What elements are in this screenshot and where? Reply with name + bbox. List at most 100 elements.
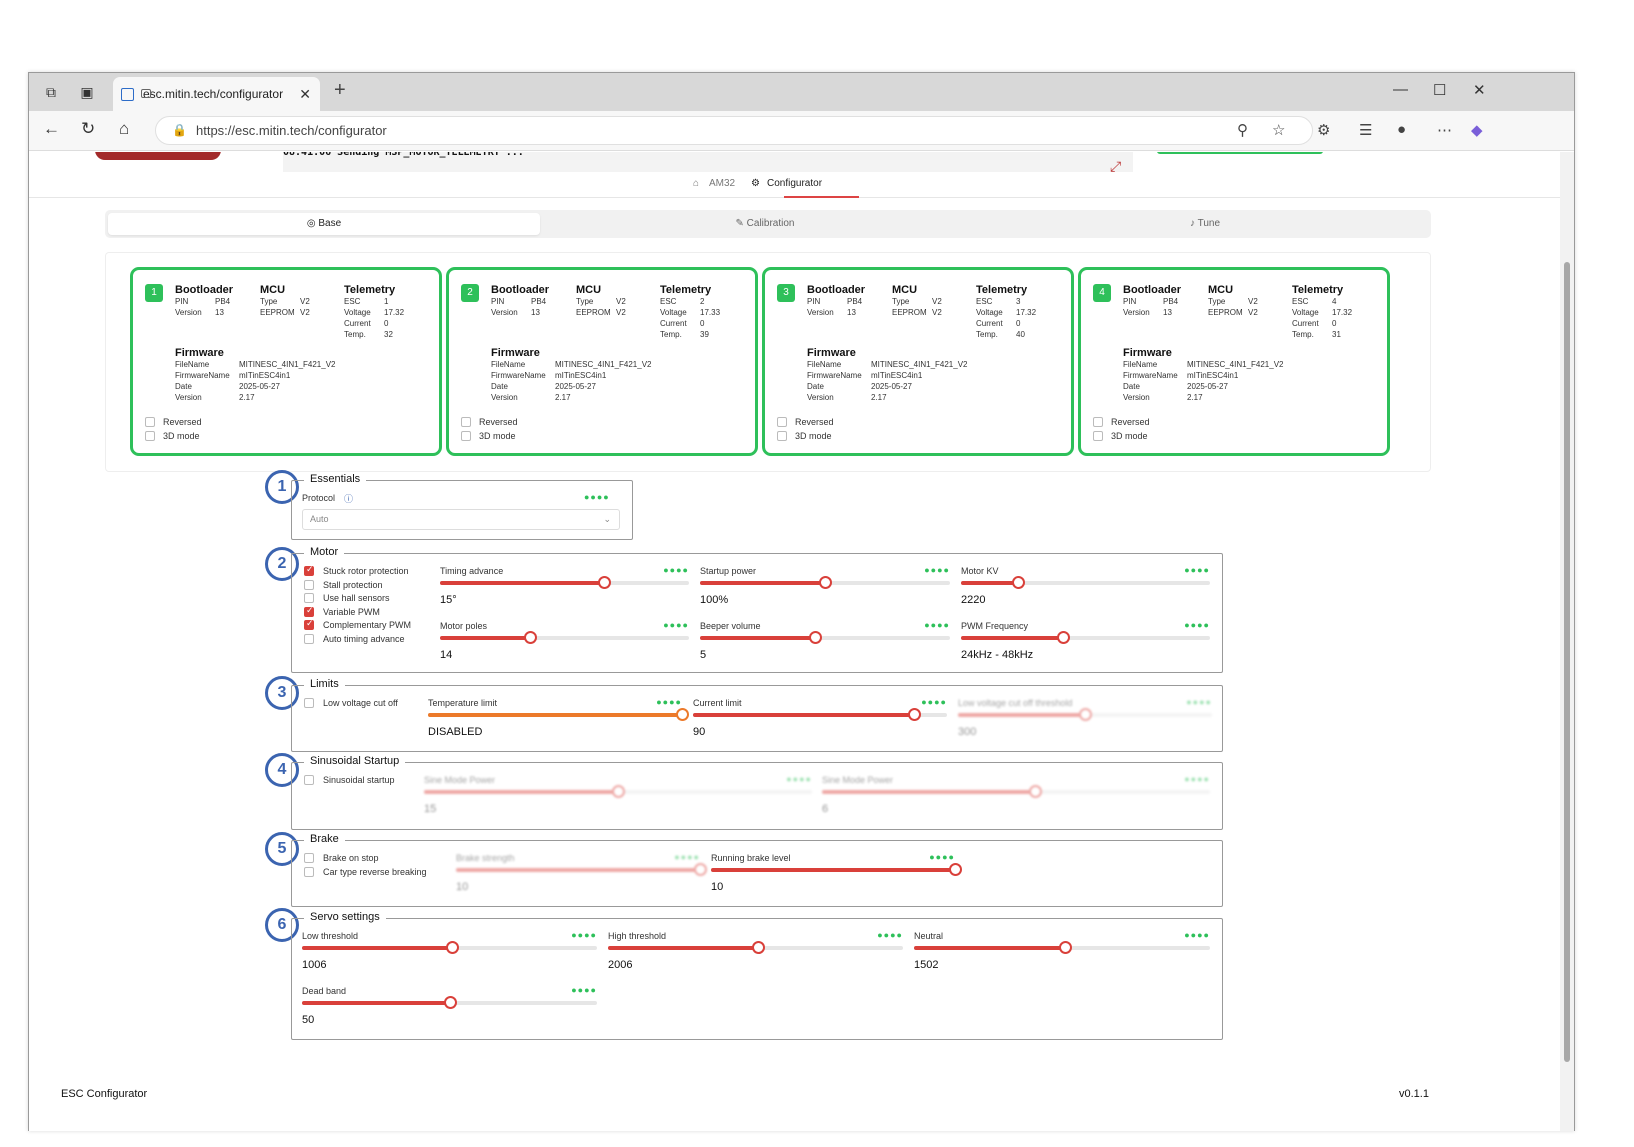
new-tab-icon[interactable]: + — [334, 79, 346, 101]
current-limit-knob[interactable] — [907, 708, 921, 721]
help-icon[interactable]: ⓘ — [344, 494, 354, 504]
neutral-track[interactable] — [914, 941, 1210, 954]
profile-icon[interactable]: ● — [1397, 121, 1407, 138]
url-field[interactable]: 🔒 https://esc.mitin.tech/configurator — [155, 116, 1313, 145]
dead-band-track[interactable] — [302, 996, 597, 1009]
tab-am32[interactable]: AM32 — [709, 178, 736, 189]
extensions-icon[interactable]: ⚙ — [1317, 122, 1331, 139]
disconnect-button[interactable] — [95, 152, 221, 160]
scrollbar-thumb[interactable] — [1564, 262, 1570, 1062]
motor-option-6-checkbox[interactable] — [304, 634, 314, 644]
tab-calibration[interactable]: ✎ Calibration — [545, 213, 985, 235]
motor-option-2-checkbox[interactable] — [304, 579, 314, 590]
esc-id-label: ESC — [1292, 297, 1309, 306]
sinusoidal-startup-checkbox[interactable] — [304, 775, 314, 785]
maximize-icon[interactable]: ☐ — [1433, 82, 1447, 99]
more-icon[interactable]: ⋯ — [1437, 122, 1452, 139]
timing-advance-track[interactable] — [440, 576, 689, 589]
workspaces-icon[interactable]: ⧉ — [46, 84, 56, 100]
tab-base[interactable]: ◎ Base — [108, 213, 540, 235]
running-brake-level-track[interactable] — [711, 863, 962, 876]
motor-kv-knob[interactable] — [1012, 576, 1026, 589]
back-icon[interactable]: ← — [43, 119, 60, 138]
temperature-limit-knob[interactable] — [676, 708, 689, 721]
reversed-checkbox[interactable] — [777, 417, 787, 427]
motor-kv[interactable]: Motor KV ●●●● 2220 — [961, 565, 1210, 606]
copilot-icon[interactable]: ◆ — [1471, 122, 1483, 139]
brake-option-2-checkbox[interactable] — [304, 866, 314, 877]
wrench-icon: ✎ — [735, 218, 747, 229]
motor-kv-track[interactable] — [961, 576, 1210, 589]
temp-label: Temp. — [344, 330, 366, 339]
green-action-button[interactable] — [1157, 152, 1323, 154]
current-limit[interactable]: Current limit ●●●● 90 — [693, 697, 947, 738]
protocol-select[interactable]: Auto ⌄ — [302, 509, 620, 530]
low-voltage-cutoff-checkbox[interactable] — [304, 698, 314, 708]
neutral-knob[interactable] — [1058, 941, 1072, 954]
reversed-checkbox[interactable] — [461, 417, 471, 427]
protocol-value: Auto — [310, 514, 329, 524]
low-threshold[interactable]: Low threshold ●●●● 1006 — [302, 930, 597, 971]
beeper-volume-knob[interactable] — [809, 631, 822, 644]
scrollbar[interactable] — [1560, 152, 1574, 1131]
motor-poles[interactable]: Motor poles ●●●● 14 — [440, 620, 689, 661]
motor-option-1-checkbox[interactable] — [304, 564, 314, 576]
high-threshold-knob[interactable] — [752, 941, 766, 954]
reversed-label: Reversed — [795, 417, 834, 427]
brake-option-1-checkbox[interactable] — [304, 853, 314, 863]
signal-dots: ●●●● — [584, 492, 610, 502]
3d-mode-checkbox[interactable] — [1093, 431, 1103, 441]
pwm-frequency[interactable]: PWM Frequency ●●●● 24kHz - 48kHz — [961, 620, 1210, 661]
startup-power-knob[interactable] — [819, 576, 832, 589]
minimize-icon[interactable]: — — [1393, 81, 1408, 98]
section-badge-1: 1 — [265, 470, 299, 504]
brake-strength-value: 10 — [456, 881, 469, 893]
temperature-limit-track[interactable] — [428, 708, 689, 721]
current-limit-track[interactable] — [693, 708, 947, 721]
favorite-star-icon[interactable]: ☆ — [1272, 122, 1286, 139]
low-threshold-track[interactable] — [302, 941, 597, 954]
date-label: Date — [491, 382, 508, 391]
beeper-volume[interactable]: Beeper volume ●●●● 5 — [700, 620, 950, 661]
running-brake-level-knob[interactable] — [949, 863, 962, 876]
tab-configurator[interactable]: Configurator — [767, 178, 823, 189]
tab-actions-icon[interactable]: ▣ — [80, 84, 94, 100]
timing-advance-dots: ●●●● — [663, 565, 689, 575]
browser-tab[interactable]: esc.mitin.tech/configurator ✕ — [113, 77, 320, 111]
neutral[interactable]: Neutral ●●●● 1502 — [914, 930, 1210, 971]
3d-mode-checkbox[interactable] — [461, 431, 471, 441]
tab-tune[interactable]: ♪ Tune — [985, 213, 1425, 235]
running-brake-level[interactable]: Running brake level ●●●● 10 — [711, 852, 962, 893]
reversed-checkbox[interactable] — [145, 417, 155, 427]
dead-band[interactable]: Dead band ●●●● 50 — [302, 985, 597, 1026]
3d-mode-checkbox[interactable] — [145, 431, 155, 441]
pwm-frequency-knob[interactable] — [1057, 631, 1071, 644]
motor-option-5-checkbox[interactable] — [304, 618, 314, 631]
high-threshold-track[interactable] — [608, 941, 903, 954]
current-limit-fill — [693, 713, 914, 717]
close-tab-icon[interactable]: ✕ — [299, 86, 311, 102]
beeper-volume-track[interactable] — [700, 631, 950, 644]
temperature-limit[interactable]: Temperature limit ●●●● DISABLED — [428, 697, 689, 738]
low-threshold-knob[interactable] — [446, 941, 460, 954]
reversed-checkbox[interactable] — [1093, 417, 1103, 427]
motor-option-4-checkbox[interactable] — [304, 605, 314, 617]
timing-advance[interactable]: Timing advance ●●●● 15° — [440, 565, 689, 606]
refresh-icon[interactable]: ↻ — [81, 119, 96, 138]
motor-poles-track[interactable] — [440, 631, 689, 644]
expand-log-icon[interactable]: ⤢ — [1110, 158, 1122, 174]
home-icon[interactable]: ⌂ — [119, 119, 130, 138]
dead-band-knob[interactable] — [443, 996, 457, 1009]
motor-poles-knob[interactable] — [523, 631, 537, 644]
timing-advance-knob[interactable] — [598, 576, 612, 589]
startup-power-track[interactable] — [700, 576, 950, 589]
brake-strength-fill — [456, 868, 700, 872]
motor-option-3-checkbox[interactable] — [304, 593, 314, 604]
favorites-icon[interactable]: ☰ — [1359, 122, 1373, 139]
pwm-frequency-track[interactable] — [961, 631, 1210, 644]
3d-mode-checkbox[interactable] — [777, 431, 787, 441]
high-threshold[interactable]: High threshold ●●●● 2006 — [608, 930, 903, 971]
zoom-icon[interactable]: ⚲ — [1237, 122, 1248, 139]
startup-power[interactable]: Startup power ●●●● 100% — [700, 565, 950, 606]
close-window-icon[interactable]: ✕ — [1473, 82, 1486, 99]
